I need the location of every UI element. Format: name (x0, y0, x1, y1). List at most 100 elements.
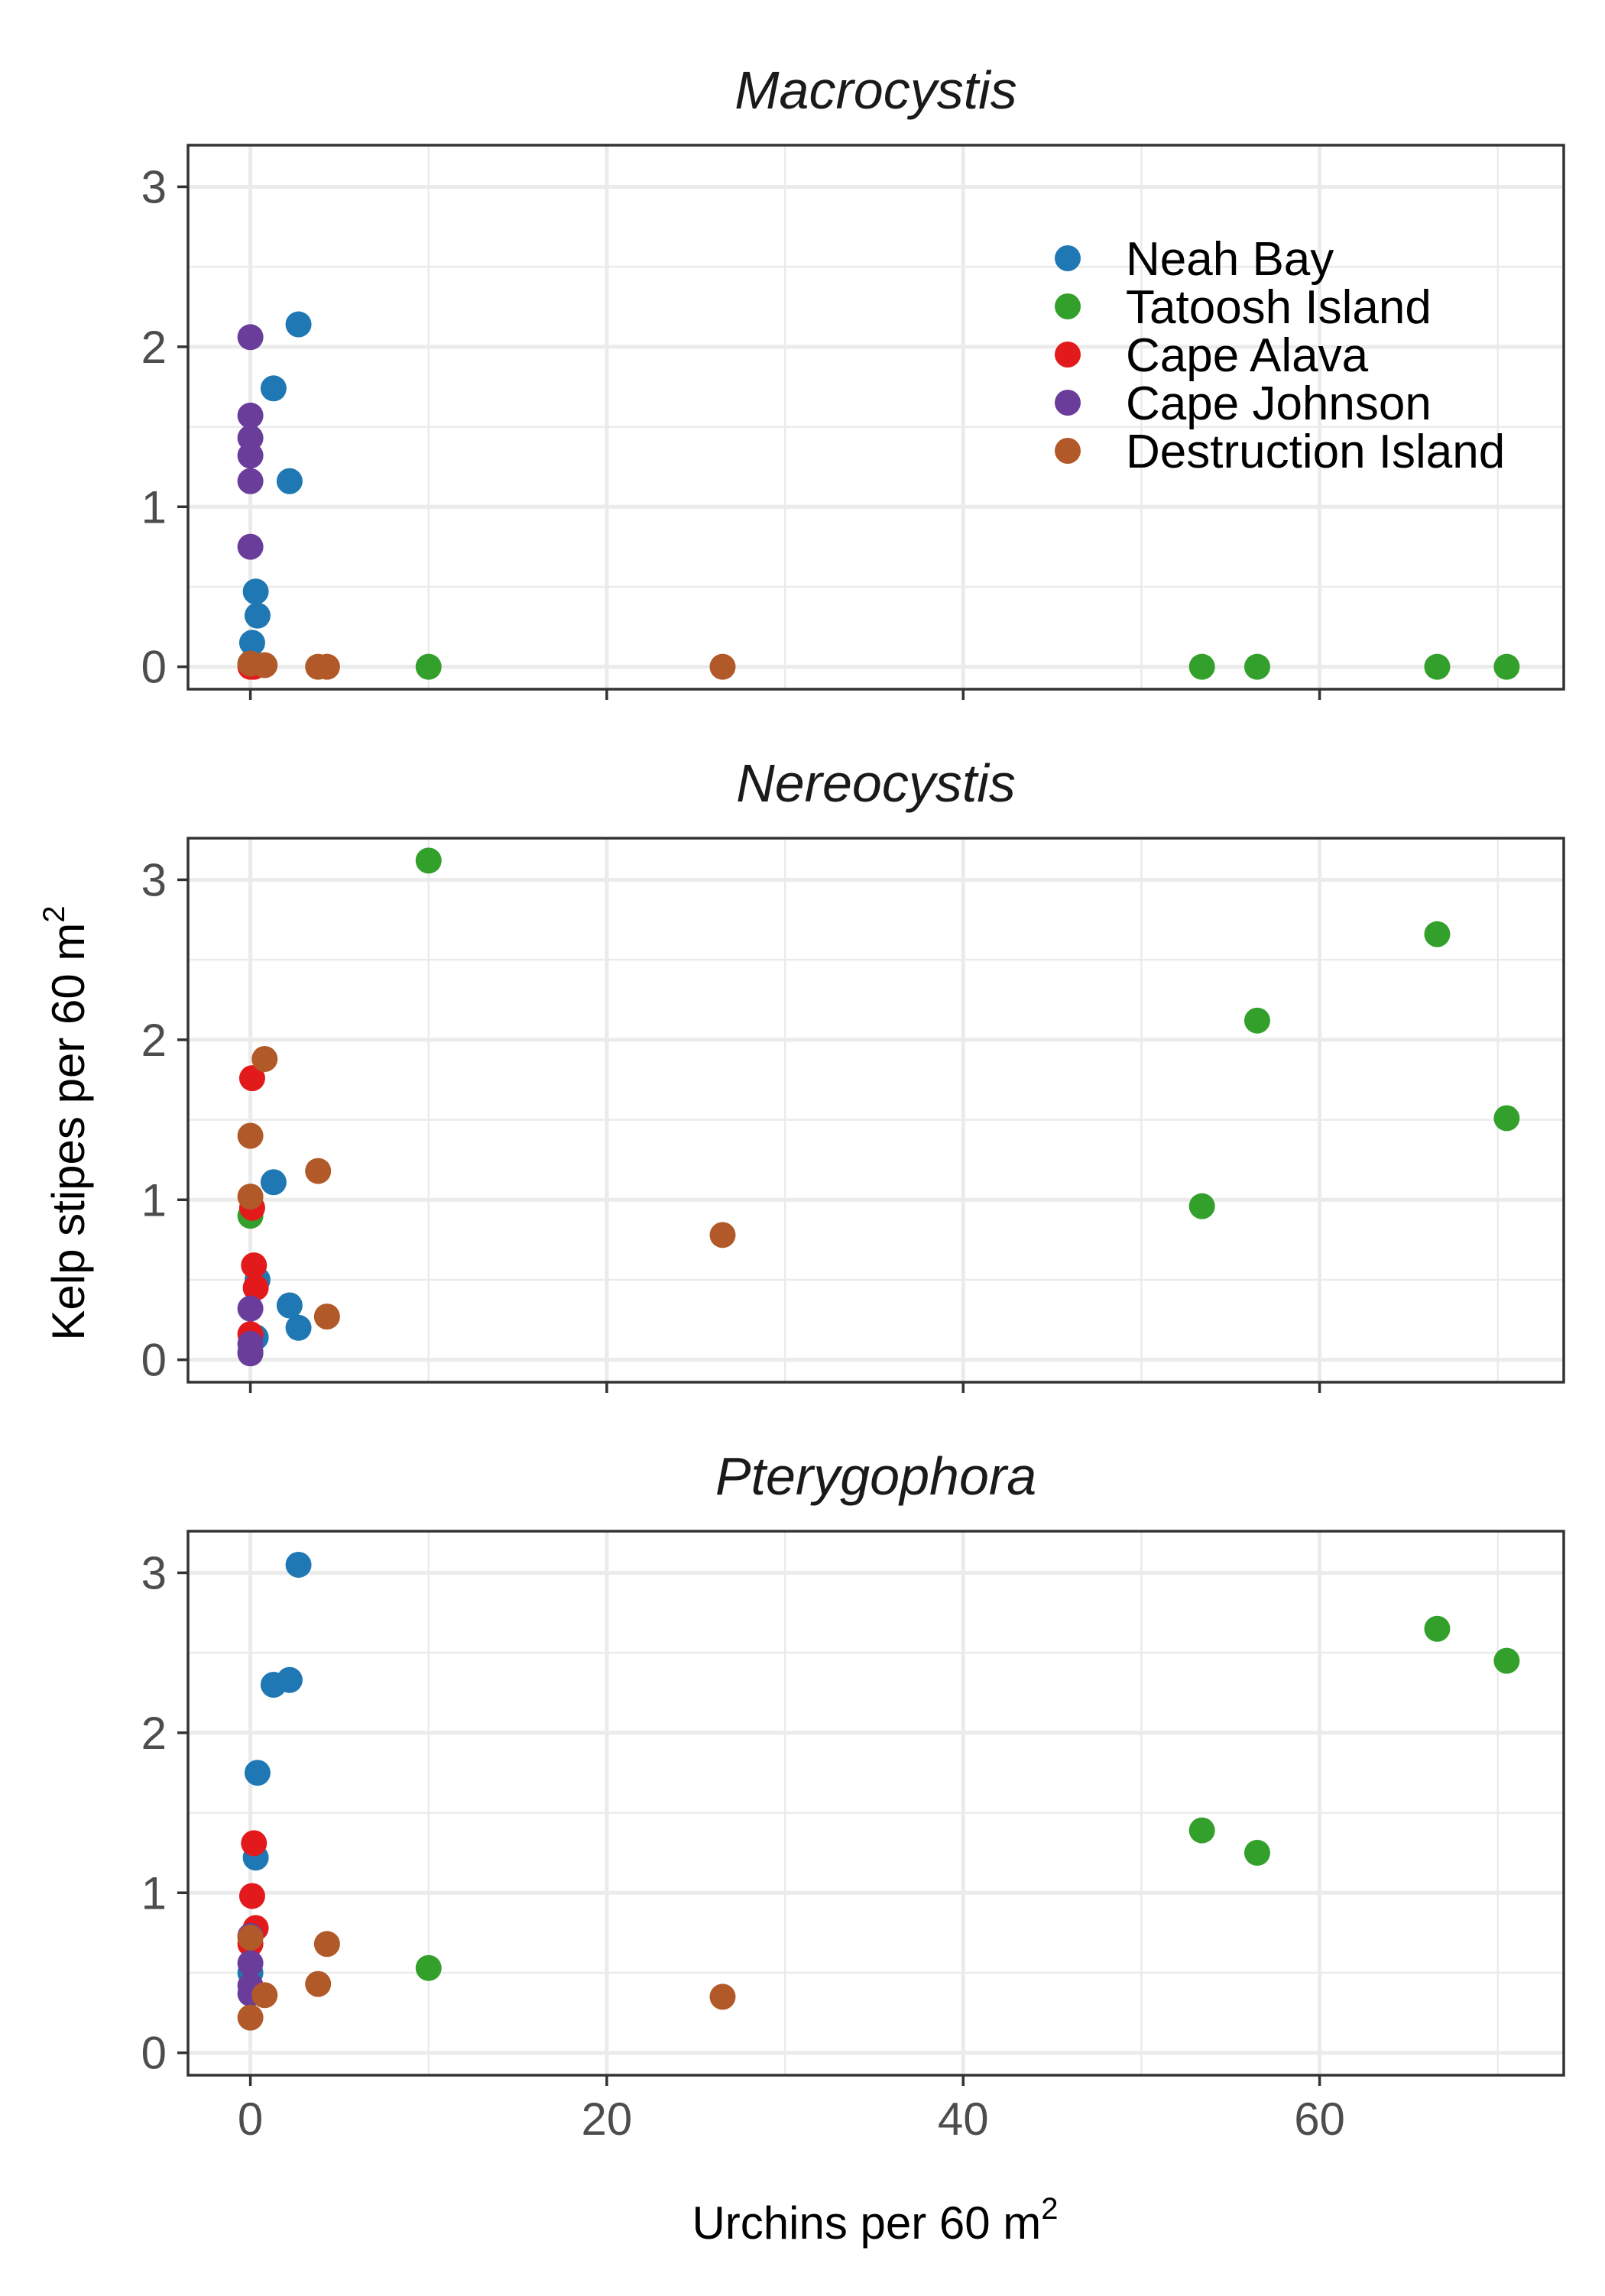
point-destruction-island (313, 1303, 340, 1330)
point-destruction-island (709, 653, 736, 680)
point-tatoosh-island (1243, 1007, 1270, 1034)
point-cape-johnson (237, 1295, 264, 1322)
y-axis-title-text: Kelp stipes per 60 m (43, 923, 94, 1341)
point-neah-bay (285, 1551, 312, 1578)
point-neah-bay (276, 468, 303, 494)
point-destruction-island (305, 1158, 332, 1184)
legend-item-cape-alava: Cape Alava (1055, 329, 1369, 382)
point-neah-bay (242, 578, 269, 605)
y-tick-label: 3 (141, 1547, 167, 1598)
x-tick-label: 60 (1294, 2094, 1345, 2145)
panels-layer: Macrocystis 0 1 2 3 Nereocystis 0 1 2 3 Pterygopho… (141, 60, 1565, 2145)
points-pterygophora (237, 1551, 1520, 2031)
legend-item-cape-johnson: Cape Johnson (1055, 377, 1432, 430)
panel-pterygophora: Pterygophora 0 1 2 3 0 20 40 60 (141, 1446, 1565, 2145)
legend-item-neah-bay: Neah Bay (1055, 233, 1334, 286)
legend-marker (1055, 293, 1081, 319)
x-axis-title-text: Urchins per 60 m (692, 2197, 1041, 2249)
point-cape-alava (238, 1065, 265, 1092)
legend-item-tatoosh-island: Tatoosh Island (1055, 281, 1432, 334)
point-neah-bay (260, 375, 287, 402)
point-destruction-island (237, 1122, 264, 1149)
panel-nereocystis: Nereocystis 0 1 2 3 (141, 753, 1565, 1393)
point-destruction-island (305, 1971, 332, 1997)
y-tick-label: 1 (141, 1867, 167, 1919)
x-axis-title-superscript: 2 (1041, 2192, 1058, 2226)
point-neah-bay (244, 602, 271, 629)
y-tick-label: 2 (141, 1015, 167, 1066)
point-tatoosh-island (1243, 653, 1270, 680)
point-cape-johnson (237, 533, 264, 560)
major-gridlines (188, 838, 1564, 1382)
minor-gridlines (188, 1531, 1564, 2075)
point-cape-alava (241, 1830, 268, 1857)
point-neah-bay (285, 1314, 312, 1341)
point-tatoosh-island (1188, 653, 1215, 680)
point-neah-bay (244, 1760, 271, 1786)
point-destruction-island (237, 1184, 264, 1210)
legend-label: Neah Bay (1126, 233, 1334, 286)
point-neah-bay (276, 1292, 303, 1319)
point-tatoosh-island (1424, 653, 1451, 680)
minor-gridlines (188, 145, 1564, 689)
point-cape-johnson (237, 1340, 264, 1367)
y-tick-label: 2 (141, 322, 167, 373)
point-neah-bay (238, 630, 265, 656)
x-tick-label: 20 (582, 2094, 633, 2145)
point-tatoosh-island (1243, 1839, 1270, 1866)
legend-marker (1055, 390, 1081, 416)
facet-title-macrocystis: Macrocystis (734, 60, 1016, 120)
point-cape-johnson (237, 442, 264, 469)
facet-title-nereocystis: Nereocystis (736, 753, 1016, 813)
x-tick-label: 0 (238, 2094, 263, 2145)
point-tatoosh-island (1188, 1817, 1215, 1844)
panel-border (186, 144, 1565, 691)
y-tick-label: 0 (141, 1335, 167, 1386)
y-tick-label: 0 (141, 642, 167, 693)
point-cape-johnson (237, 1950, 264, 1977)
point-cape-alava (241, 1252, 268, 1279)
panel-macrocystis: Macrocystis 0 1 2 3 (141, 60, 1565, 700)
point-tatoosh-island (1493, 653, 1520, 680)
point-neah-bay (260, 1672, 287, 1699)
point-tatoosh-island (1493, 1647, 1520, 1674)
legend-marker (1055, 245, 1081, 271)
y-tick-label: 3 (141, 161, 167, 212)
point-tatoosh-island (1424, 1615, 1451, 1642)
point-cape-johnson (237, 324, 264, 351)
point-cape-alava (242, 1274, 269, 1301)
points-macrocystis (237, 311, 1520, 680)
legend-label: Tatoosh Island (1126, 281, 1432, 334)
legend-item-destruction-island: Destruction Island (1055, 426, 1505, 478)
point-destruction-island (251, 652, 278, 678)
point-destruction-island (237, 1924, 264, 1951)
point-neah-bay (260, 1169, 287, 1196)
point-cape-johnson (237, 468, 264, 494)
point-tatoosh-island (415, 1954, 442, 1981)
x-tick-label: 40 (938, 2094, 989, 2145)
legend-marker (1055, 342, 1081, 368)
legend-label: Cape Johnson (1126, 377, 1432, 430)
y-tick-label: 3 (141, 854, 167, 905)
major-gridlines (188, 145, 1564, 689)
point-tatoosh-island (415, 653, 442, 680)
panel-border (186, 837, 1565, 1384)
point-destruction-island (251, 1982, 278, 2009)
legend-label: Cape Alava (1126, 329, 1369, 382)
minor-gridlines (188, 838, 1564, 1382)
legend-label: Destruction Island (1126, 426, 1505, 478)
x-axis-title: Urchins per 60 m2 (692, 2192, 1058, 2249)
major-gridlines (188, 1531, 1564, 2075)
point-destruction-island (313, 1931, 340, 1958)
y-tick-label: 1 (141, 481, 167, 533)
y-axis-title: Kelp stipes per 60 m2 (37, 905, 94, 1340)
y-tick-label: 1 (141, 1174, 167, 1226)
point-destruction-island (313, 653, 340, 680)
points-nereocystis (237, 847, 1520, 1367)
point-destruction-island (237, 2004, 264, 2031)
y-axis-title-superscript: 2 (37, 905, 71, 922)
facet-title-pterygophora: Pterygophora (715, 1446, 1036, 1506)
point-cape-johnson (237, 402, 264, 429)
